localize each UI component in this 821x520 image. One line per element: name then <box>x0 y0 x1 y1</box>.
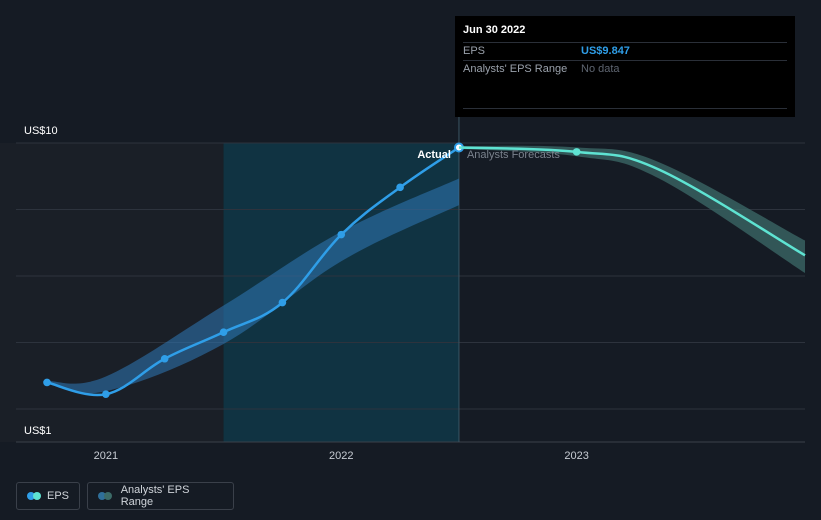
eps-point <box>102 390 110 399</box>
x-tick-label: 2023 <box>564 450 588 462</box>
eps-point <box>160 354 169 363</box>
tooltip-date: Jun 30 2022 <box>463 24 526 36</box>
tooltip-row-eps: EPS US$9.847 <box>463 42 787 60</box>
eps-point <box>396 183 404 192</box>
tooltip-divider <box>463 108 787 109</box>
range-band-historical <box>47 178 459 394</box>
eps-point <box>43 378 51 387</box>
legend-eps-label: EPS <box>46 490 69 502</box>
tooltip-range-value: No data <box>581 63 620 75</box>
series-line-actual <box>46 146 460 397</box>
legend-range-toggle[interactable]: Analysts' EPS Range <box>87 482 234 510</box>
forecast-annotation: Analysts Forecasts <box>467 149 560 161</box>
legend-eps-toggle[interactable]: EPS <box>16 482 80 510</box>
tooltip-panel: Jun 30 2022 EPS US$9.847 Analysts' EPS R… <box>455 16 795 117</box>
x-tick-label: 2022 <box>329 450 353 462</box>
tooltip-eps-label: EPS <box>463 45 486 57</box>
actual-annotation: Actual <box>417 149 451 161</box>
eps-point <box>219 328 228 336</box>
legend-range-label: Analysts' EPS Range <box>120 484 190 508</box>
tooltip-range-label: Analysts' EPS Range <box>463 63 568 75</box>
eps-point <box>278 298 287 307</box>
eps-legend-icon <box>27 492 41 500</box>
tooltip-row-range: Analysts' EPS Range No data <box>463 60 787 78</box>
y-label-top: US$10 <box>24 125 58 137</box>
x-tick-label: 2021 <box>94 450 118 462</box>
past-region-shade <box>0 143 224 442</box>
range-band-forecast <box>458 145 805 274</box>
eps-point <box>337 230 346 239</box>
y-label-bottom: US$1 <box>24 425 52 437</box>
range-legend-icon <box>98 492 114 500</box>
forecast-point <box>572 148 581 156</box>
tooltip-eps-value: US$9.847 <box>581 45 630 57</box>
series-line-forecast <box>458 146 806 257</box>
